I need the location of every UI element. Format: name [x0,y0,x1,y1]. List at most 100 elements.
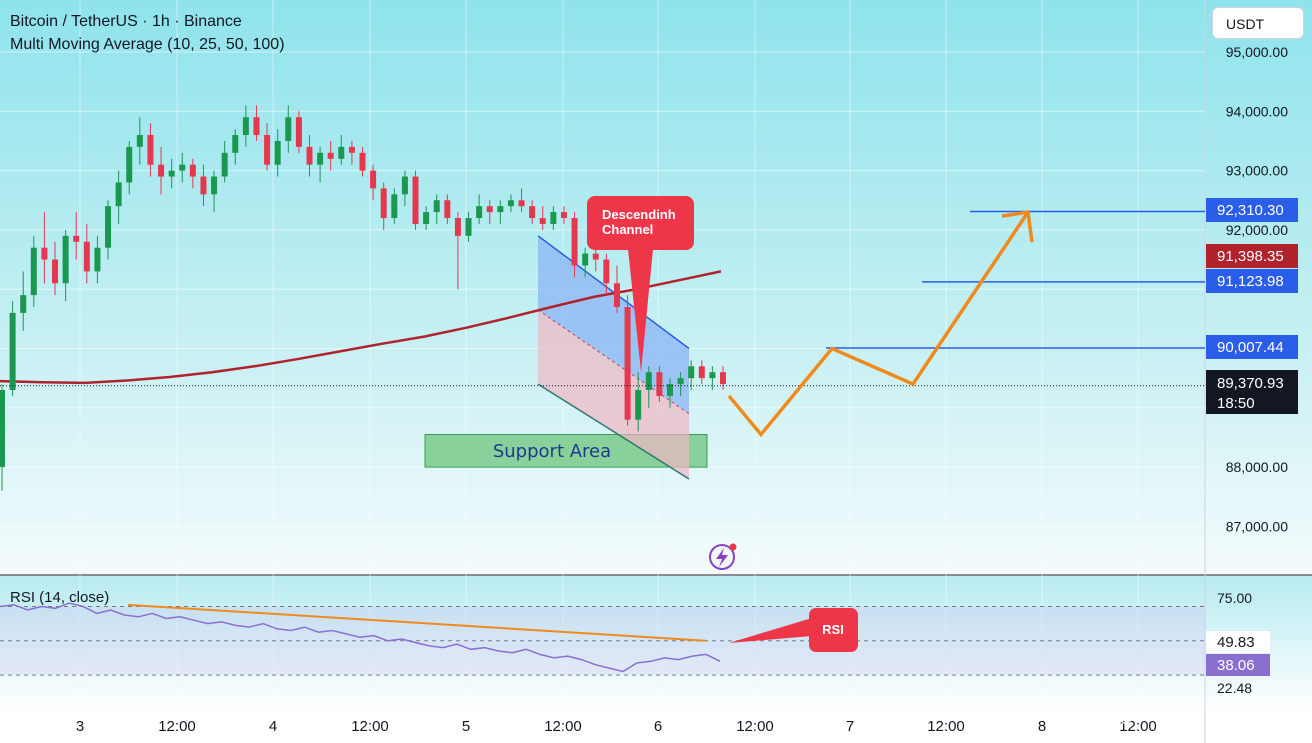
time-tick-label: 12:00 [544,718,582,735]
candle-body [624,306,631,420]
price-tick-label: 95,000.00 [1226,44,1288,60]
candle-body [179,164,186,171]
time-tick-label: 7 [846,718,854,735]
candle-body [709,372,716,379]
time-tick-label: 6 [654,718,662,735]
notification-dot [729,543,737,551]
time-tick-label: 3 [76,718,84,735]
chart-title: Bitcoin / TetherUS · 1h · Binance [10,13,242,30]
rsi-line [0,602,721,673]
price-pane-background [0,0,1312,574]
price-tick-label: 88,000.00 [1226,459,1288,475]
candle-body [115,182,122,207]
candle-body [497,206,504,213]
time-tick-label: 5 [462,718,470,735]
current-price-badge [1206,370,1298,414]
price-tick-label: 94,000.00 [1226,103,1288,119]
candle-body [688,366,695,379]
candle-body [327,152,334,159]
candle-body [486,206,493,213]
candle-body [232,135,239,153]
support-area-label: Support Area [493,441,611,462]
candle-body [285,117,292,141]
projection-arrowhead [1001,210,1034,243]
time-tick-label: 4 [269,718,277,735]
candle-body [571,218,578,266]
candle-body [507,200,514,207]
channel-lower-fill [538,309,689,479]
price-badge [1206,244,1298,268]
currency-button[interactable]: USDT [1212,7,1304,39]
price-badge-label: 91,123.98 [1217,273,1284,290]
rsi-label: RSI (14, close) [10,589,110,606]
moving-average-line [0,270,722,385]
candle-body [423,212,430,224]
candle-body [412,176,419,224]
candle-body [656,372,663,396]
rsi-badge [1206,654,1270,676]
candle-body [264,135,271,165]
candle-body [359,152,366,171]
candle-body [83,241,90,272]
candle-body [592,253,599,260]
lightning-icon [709,544,735,570]
rsi-tick-label: 75.00 [1217,590,1252,606]
candle-body [9,312,16,391]
rsi-badge [1206,631,1270,653]
candle-body [550,212,557,224]
rsi-badge-label: 38.06 [1217,657,1255,674]
price-tick-label: 87,000.00 [1226,518,1288,534]
candle-body [465,218,472,236]
candle-body [0,390,5,468]
time-tick-label: 12:00 [1119,718,1157,735]
candle-body [560,212,567,219]
time-tick-label: 8 [1038,718,1046,735]
candle-body [136,135,143,147]
candle-body [613,283,620,307]
rsi-tick-label: 22.48 [1217,680,1252,696]
candle-body [62,235,69,284]
channel-callout-text: Channel [602,222,653,237]
candle-body [211,176,218,195]
rsi-callout-label: RSI [822,622,844,637]
candle-body [221,152,228,177]
price-badge-label: 92,310.30 [1217,202,1284,219]
lightning-icon-bolt [716,548,728,567]
candle-body [41,247,48,260]
candle-body [391,194,398,219]
candle-body [603,259,610,284]
price-badge-label: 91,398.35 [1217,248,1284,265]
candle-body [370,170,377,189]
countdown-label: 18:50 [1217,395,1255,412]
candle-body [242,117,249,136]
rsi-pane-background [0,576,1312,712]
candle-body [253,117,260,136]
candle-body [645,372,652,391]
time-tick-label: 12:00 [927,718,965,735]
channel-mid-line [537,309,690,415]
candle-body [200,176,207,195]
candle-body [317,152,324,165]
candle-body [444,200,451,219]
time-tick-label: 12:00 [158,718,196,735]
candle-body [295,117,302,147]
price-tick-label: 93,000.00 [1226,163,1288,179]
candle-body [454,218,461,236]
candle-body [518,200,525,207]
time-tick-label: 12:00 [351,718,389,735]
candle-body [401,176,408,195]
channel-callout-text: Descendinh [602,207,676,222]
candle-body [698,366,705,379]
price-badge-label: 90,007.44 [1217,339,1284,356]
price-tick-label: 92,000.00 [1226,222,1288,238]
candle-body [30,247,37,296]
candle-body [666,384,673,396]
channel-callout-box [587,196,694,250]
candle-body [52,259,59,284]
channel-upper-fill [538,235,689,414]
candle-body [635,390,642,420]
rsi-badge-label: 49.83 [1217,634,1255,651]
candle-body [380,188,387,219]
candle-body [582,253,589,266]
